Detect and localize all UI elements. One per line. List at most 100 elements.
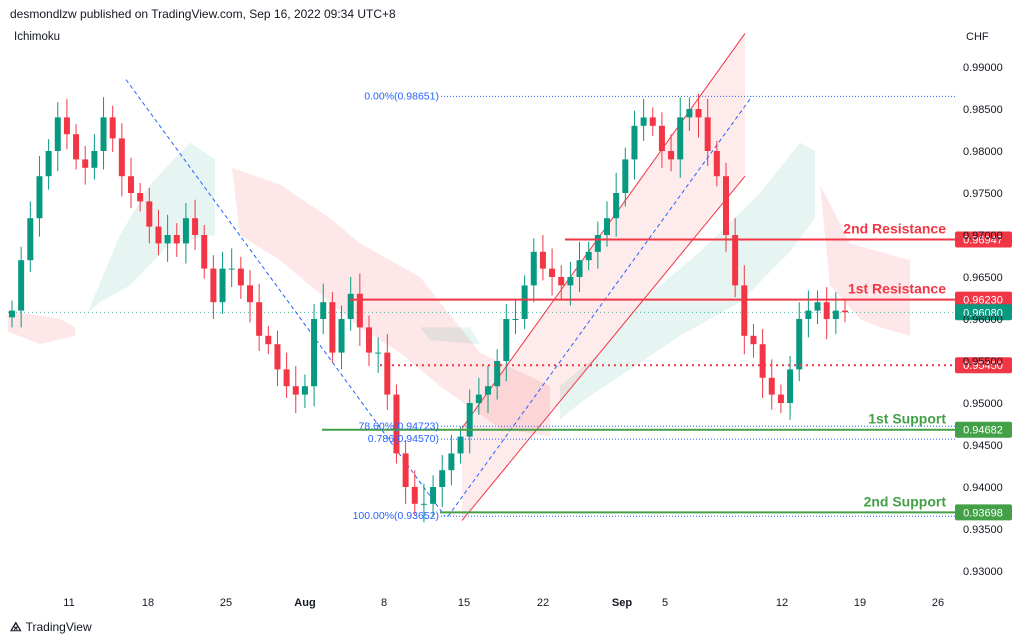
- candle-body: [356, 293, 363, 328]
- fib-label: 0.786(0.94570): [368, 433, 439, 445]
- candle-body: [567, 277, 574, 286]
- candle-body: [713, 151, 720, 177]
- level-annotation: 2nd Resistance: [843, 220, 946, 236]
- footer-brand: TradingView: [25, 620, 92, 634]
- currency-label: CHF: [966, 31, 989, 43]
- x-tick-label: 11: [63, 597, 74, 609]
- candle-body: [164, 235, 171, 244]
- candle-body: [384, 352, 391, 395]
- x-axis: 11 18 25 Aug 8 15 22 Sep 5 12 19 26: [63, 597, 944, 609]
- candle-body: [274, 344, 281, 370]
- current-price-badge: [955, 304, 1012, 321]
- fib-label: 100.00%(0.93652): [353, 510, 439, 522]
- candle-body: [311, 319, 318, 387]
- candle-body: [73, 134, 80, 160]
- y-tick-label: 0.93000: [963, 566, 1003, 578]
- candle-body: [320, 302, 327, 319]
- candle-body: [366, 327, 372, 353]
- candle-body: [18, 260, 25, 311]
- candle-body: [814, 302, 821, 311]
- cloud-area-3: [420, 327, 480, 345]
- candle-body: [768, 377, 775, 395]
- candle-body: [375, 352, 382, 354]
- candle-body: [448, 453, 455, 471]
- candle-body: [539, 251, 546, 269]
- level-lines: 2nd Resistance 0.96947 1st Resistance 0.962…: [322, 220, 1012, 521]
- x-tick-label: 12: [776, 597, 788, 609]
- candle-body: [832, 310, 839, 319]
- candle-body: [759, 344, 766, 378]
- footer: ⨻ TradingView: [10, 619, 92, 635]
- current-price-label: 0.96080: [963, 307, 1003, 319]
- candle-body: [549, 268, 556, 277]
- price-badge-label: 0.93698: [963, 507, 1003, 519]
- candle-body: [155, 226, 162, 244]
- price-badge-label: 0.95450: [963, 360, 1003, 372]
- y-tick-label: 0.94500: [963, 440, 1003, 452]
- indicator-label[interactable]: Ichimoku: [14, 31, 61, 43]
- y-tick-label: 0.96000: [963, 314, 1003, 326]
- candle-body: [430, 487, 437, 504]
- candle-body: [613, 193, 620, 219]
- candle-body: [118, 138, 125, 177]
- y-tick-label: 0.95000: [963, 398, 1003, 410]
- candle-body: [640, 117, 647, 126]
- level-annotation: 2nd Support: [864, 493, 947, 509]
- candle-body: [796, 319, 803, 370]
- x-tick-label: 25: [220, 597, 232, 609]
- cloud-area-2: [232, 167, 550, 437]
- candle-body: [439, 470, 446, 487]
- x-tick-label: 5: [662, 597, 668, 609]
- candle-body: [347, 293, 354, 319]
- y-tick-label: 0.96500: [963, 272, 1003, 284]
- candle-body: [173, 235, 180, 244]
- candle-body: [503, 319, 510, 361]
- candle-body: [146, 201, 153, 227]
- candle-body: [732, 235, 739, 286]
- candle-body: [494, 361, 501, 387]
- x-tick-label: Sep: [612, 597, 632, 609]
- candle-body: [677, 117, 684, 160]
- ichimoku-cloud: [8, 142, 910, 437]
- price-badge: [955, 231, 1012, 248]
- candle-body: [228, 268, 235, 270]
- cloud-area-1: [85, 142, 215, 319]
- candle-body: [201, 235, 208, 269]
- candle-body: [219, 268, 226, 303]
- candle-body: [109, 117, 116, 139]
- x-tick-label: 15: [458, 597, 470, 609]
- candle-body: [723, 176, 729, 235]
- candle-body: [301, 386, 308, 395]
- candle-body: [63, 117, 70, 135]
- y-tick-label: 0.95500: [963, 356, 1003, 368]
- cloud-area-0: [8, 310, 75, 345]
- x-tick-label: 26: [932, 597, 944, 609]
- candle-body: [137, 193, 144, 202]
- price-badge: [955, 504, 1012, 521]
- candle-body: [402, 453, 409, 487]
- candle-body: [45, 151, 52, 177]
- candle-body: [622, 159, 629, 193]
- tradingview-logo-icon: ⨻: [10, 619, 22, 634]
- candle-body: [292, 386, 299, 395]
- price-badge: [955, 291, 1012, 308]
- price-channel: [125, 33, 753, 521]
- channel-lower-line: [461, 175, 746, 521]
- y-tick-label: 0.98500: [963, 104, 1003, 116]
- y-tick-label: 0.98000: [963, 146, 1003, 158]
- y-tick-label: 0.94000: [963, 482, 1003, 494]
- candle-body: [512, 319, 519, 320]
- candle-body: [338, 319, 345, 353]
- candle-body: [457, 436, 464, 454]
- cloud-area-5: [820, 184, 910, 336]
- candle-body: [182, 218, 189, 244]
- y-tick-label: 0.97500: [963, 188, 1003, 200]
- x-tick-label: 22: [537, 597, 549, 609]
- price-badge-label: 0.96230: [963, 295, 1003, 307]
- candle-body: [192, 218, 199, 235]
- candle-body: [210, 268, 217, 303]
- candle-body: [128, 176, 134, 193]
- candle-body: [668, 151, 675, 160]
- y-tick-label: 0.97000: [963, 230, 1003, 242]
